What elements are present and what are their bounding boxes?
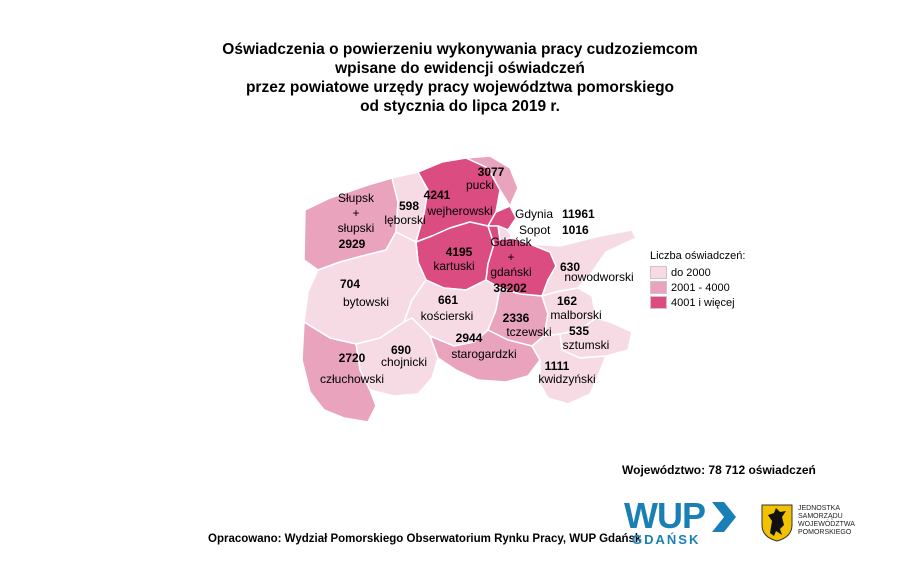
js-logo-line-4: POMORSKIEGO <box>798 529 852 536</box>
value-kwidzynski: 1111 <box>545 359 570 373</box>
legend-item-low: do 2000 <box>650 265 745 280</box>
value-starogardzki: 2944 <box>456 331 483 345</box>
label-slupsk-line-2: + <box>352 206 359 220</box>
value-wejherowski: 4241 <box>424 188 451 202</box>
value-leborski: 598 <box>399 199 419 213</box>
district-kwidzynski <box>531 333 607 405</box>
legend-swatch-mid <box>650 281 667 294</box>
label-gdansk-line-1: Gdańsk <box>490 235 532 249</box>
value-gdanski: 38202 <box>493 281 527 295</box>
label-pucki: pucki <box>466 178 494 192</box>
legend-title: Liczba oświadczeń: <box>650 250 746 262</box>
value-malborski: 162 <box>557 294 577 308</box>
district-pucki <box>465 155 519 207</box>
wup-logo: WUP GDAŃSK <box>624 496 742 548</box>
label-czluchowski: człuchowski <box>320 372 384 386</box>
label-slupsk-line-3: słupski <box>338 221 375 235</box>
label-starogardzki: starogardzki <box>451 347 516 361</box>
label-tczewski: tczewski <box>506 325 551 339</box>
district-czluchowski <box>301 321 377 423</box>
title-line-1: Oświadczenia o powierzeniu wykonywania p… <box>222 41 698 58</box>
source-note: Opracowano: Wydział Pomorskiego Obserwat… <box>208 533 642 545</box>
griffin-crest-icon <box>761 504 793 542</box>
title-line-4: od stycznia do lipca 2019 r. <box>360 98 560 115</box>
label-kwidzynski: kwidzyński <box>538 372 595 386</box>
legend-label-mid: 2001 - 4000 <box>671 281 730 294</box>
district-nowodworski <box>529 229 637 297</box>
value-pucki: 3077 <box>478 165 505 179</box>
legend-label-low: do 2000 <box>671 266 711 279</box>
label-sopot: Sopot <box>519 223 551 237</box>
chevron-right-icon <box>712 502 736 532</box>
js-logo-text: JEDNOSTKA SAMORZĄDU WOJEWÓDZTWA POMORSKI… <box>798 505 855 537</box>
map-legend: Liczba oświadczeń: do 2000 2001 - 4000 4… <box>650 250 745 310</box>
label-wejherowski: wejherowski <box>426 204 492 218</box>
value-nowodworski: 630 <box>560 260 580 274</box>
value-sztumski: 535 <box>569 324 589 338</box>
legend-swatch-low <box>650 266 667 279</box>
legend-item-mid: 2001 - 4000 <box>650 280 745 295</box>
value-chojnicki: 690 <box>391 343 411 357</box>
wup-logo-main: WUP <box>624 495 706 536</box>
label-gdynia: Gdynia <box>515 207 553 221</box>
label-gdansk-line-3: gdański <box>490 265 531 279</box>
label-leborski: lęborski <box>384 213 425 227</box>
map-title: Oświadczenia o powierzeniu wykonywania p… <box>150 40 770 116</box>
value-tczewski: 2336 <box>503 311 530 325</box>
legend-label-high: 4001 i więcej <box>671 296 735 309</box>
js-logo-line-3: WOJEWÓDZTWA <box>798 521 855 528</box>
js-logo-line-2: SAMORZĄDU <box>798 513 843 520</box>
total-count: Województwo: 78 712 oświadczeń <box>622 463 816 477</box>
legend-item-high: 4001 i więcej <box>650 295 745 310</box>
label-sztumski: sztumski <box>563 338 610 352</box>
label-kartuski: kartuski <box>433 259 474 273</box>
value-kartuski: 4195 <box>446 245 473 259</box>
label-koscierski: kościerski <box>421 309 474 323</box>
district-labels: Słupsk + słupski 2929 598 lęborski 4241 … <box>320 165 634 386</box>
js-logo-line-1: JEDNOSTKA <box>798 505 841 512</box>
value-koscierski: 661 <box>438 293 458 307</box>
value-bytowski: 704 <box>340 277 360 291</box>
label-slupsk-line-1: Słupsk <box>338 191 375 205</box>
value-sopot: 1016 <box>562 223 589 237</box>
value-slupski: 2929 <box>339 237 366 251</box>
label-chojnicki: chojnicki <box>381 355 427 369</box>
value-czluchowski: 2720 <box>339 351 366 365</box>
label-gdansk-line-2: + <box>507 250 514 264</box>
value-gdynia: 11961 <box>562 207 595 221</box>
label-malborski: malborski <box>550 308 601 322</box>
label-bytowski: bytowski <box>343 295 389 309</box>
legend-swatch-high <box>650 296 667 309</box>
title-line-2: wpisane do ewidencji oświadczeń <box>335 60 585 77</box>
label-nowodworski: nowodworski <box>564 270 633 284</box>
title-line-3: przez powiatowe urzędy pracy województwa… <box>245 79 675 96</box>
wup-logo-sub: GDAŃSK <box>632 532 701 547</box>
